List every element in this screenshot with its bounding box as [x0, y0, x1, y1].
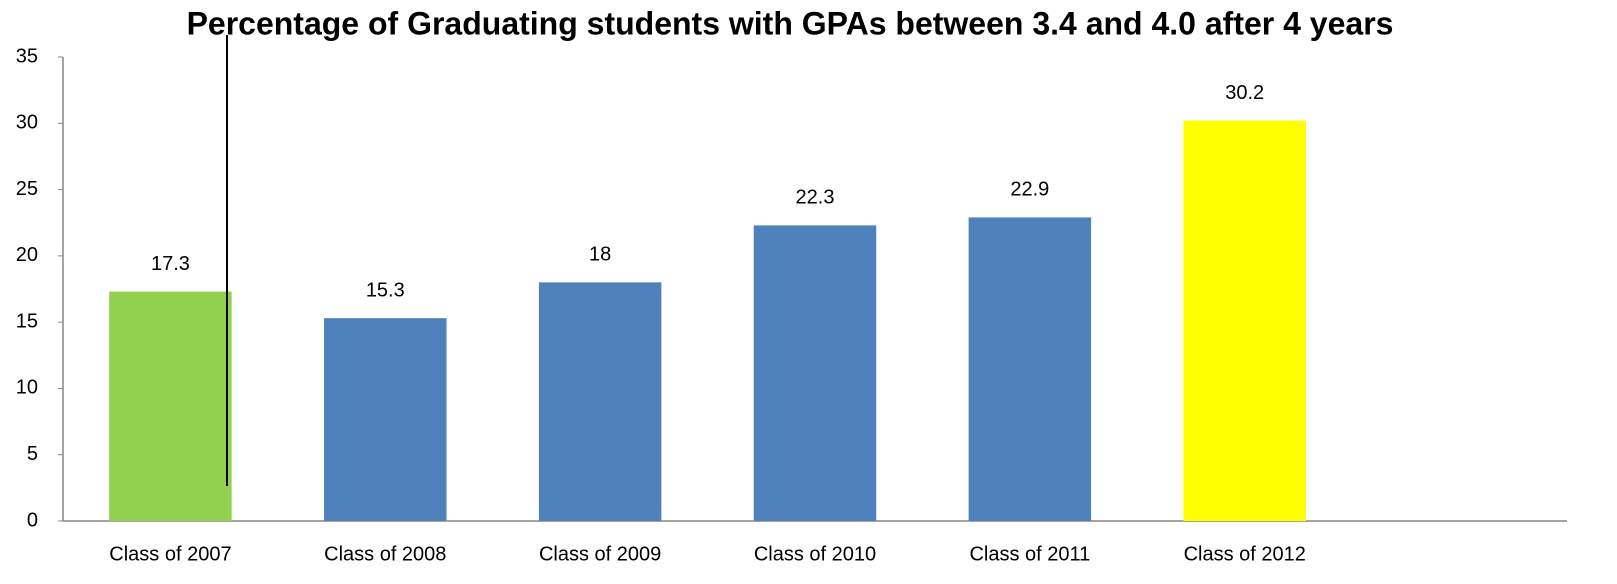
chart-title: Percentage of Graduating students with G… [187, 5, 1394, 41]
x-tick-label: Class of 2008 [324, 543, 446, 565]
y-tick-label: 25 [16, 178, 38, 200]
bar [109, 291, 232, 521]
y-tick-label: 30 [16, 112, 38, 134]
bar [1183, 120, 1306, 522]
bar [968, 217, 1092, 521]
data-label: 18 [589, 244, 611, 266]
bar [324, 318, 447, 521]
y-tick-label: 0 [27, 509, 38, 531]
data-label: 22.9 [1010, 179, 1049, 201]
x-tick-label: Class of 2011 [969, 543, 1090, 565]
x-tick-label: Class of 2012 [1184, 543, 1306, 565]
data-label: 17.3 [151, 253, 190, 275]
y-tick-label: 15 [16, 310, 38, 332]
data-label: 30.2 [1225, 82, 1264, 104]
data-label: 15.3 [366, 279, 405, 301]
data-label: 22.3 [796, 187, 835, 209]
y-tick-label: 20 [16, 244, 38, 266]
x-tick-label: Class of 2007 [109, 543, 231, 565]
bar [753, 225, 877, 521]
x-tick-label: Class of 2010 [754, 543, 876, 565]
y-tick-label: 35 [16, 45, 38, 67]
x-tick-label: Class of 2009 [539, 543, 661, 565]
y-tick-label: 5 [27, 443, 38, 465]
y-tick-label: 10 [16, 377, 38, 399]
bar [538, 282, 662, 521]
